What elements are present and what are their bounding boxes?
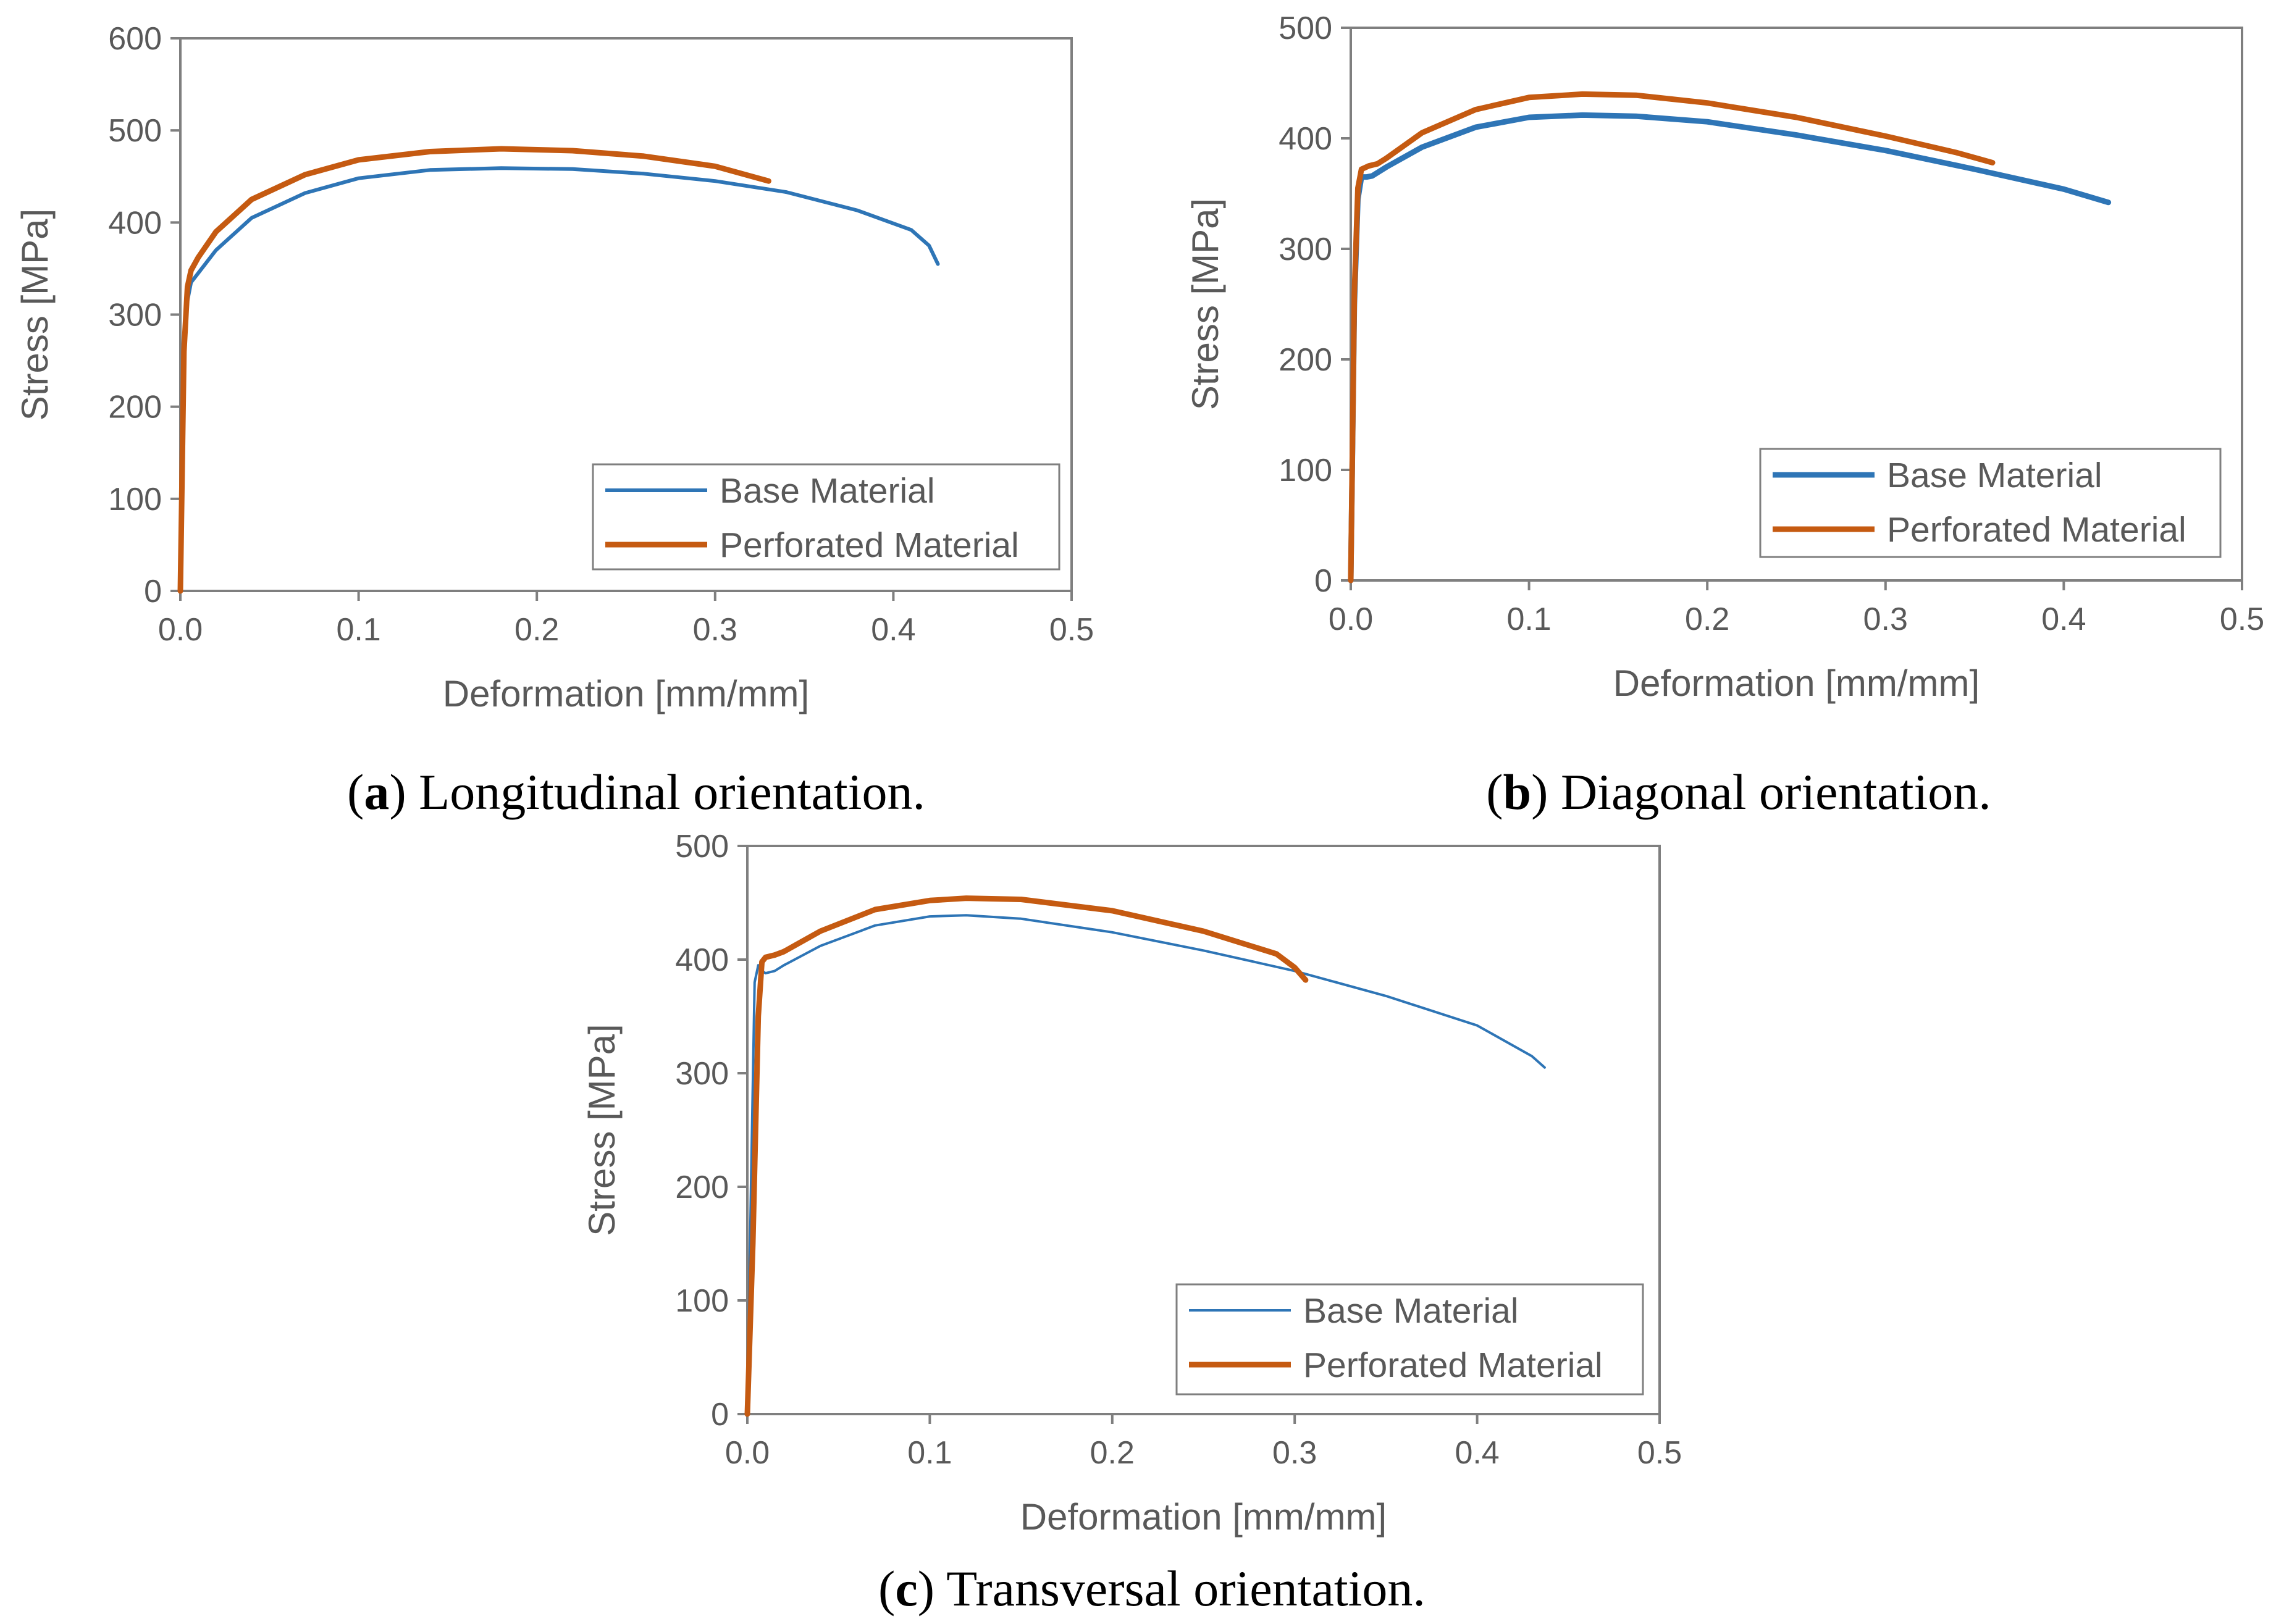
x-tick-label: 0.5 (1049, 612, 1094, 648)
legend-label-perforated-material: Perforated Material (1303, 1346, 1603, 1385)
x-tick-label: 0.4 (2041, 601, 2086, 637)
x-tick-label: 0.1 (336, 612, 380, 648)
y-tick-label: 300 (108, 298, 162, 333)
x-tick-label: 0.1 (907, 1435, 952, 1471)
y-tick-label: 200 (675, 1170, 729, 1205)
y-tick-label: 0 (144, 574, 162, 609)
caption-a-open: ( (347, 764, 364, 820)
legend: Base Material Perforated Material (1175, 1283, 1644, 1396)
y-tick-label: 100 (108, 482, 162, 517)
x-tick-label: 0.3 (1272, 1435, 1317, 1471)
chart-panel-c: 0 100 200 300 400 500 0.0 0.1 0.2 0.3 0.4 0.5 Deform… (581, 829, 1682, 1538)
x-tick-label: 0.2 (514, 612, 559, 648)
legend-box (592, 463, 1060, 571)
legend: Base Material Perforated Material (1759, 448, 2222, 558)
series-line-perforated-material (744, 895, 1309, 1417)
legend-box (1175, 1283, 1644, 1396)
y-axis-title: Stress [MPa] (1185, 198, 1226, 410)
series-line-perforated-material (1348, 91, 1996, 584)
legend-label-base-material: Base Material (720, 471, 935, 511)
caption-b-letter: b (1503, 764, 1532, 820)
x-tick-label: 0.2 (1090, 1435, 1135, 1471)
x-tick-label: 0.4 (1455, 1435, 1499, 1471)
legend-label-perforated-material: Perforated Material (720, 525, 1019, 565)
x-tick-label: 0.0 (158, 612, 203, 648)
legend-box (1759, 448, 2222, 558)
caption-c-open: ( (878, 1560, 895, 1617)
x-tick-label: 0.2 (1685, 601, 1729, 637)
y-axis-title: Stress [MPa] (14, 209, 56, 421)
y-tick-label: 400 (108, 205, 162, 241)
x-axis-title: Deformation [mm/mm] (443, 673, 809, 714)
legend-label-perforated-material: Perforated Material (1887, 510, 2186, 550)
y-tick-label: 0 (711, 1397, 729, 1433)
caption-a-letter: a (364, 764, 389, 820)
x-tick-label: 0.3 (693, 612, 737, 648)
y-tick-label: 100 (1279, 453, 1332, 488)
y-tick-label: 300 (675, 1056, 729, 1092)
legend-label-base-material: Base Material (1887, 456, 2102, 495)
legend: Base Material Perforated Material (592, 463, 1060, 571)
plot-area-frame (746, 845, 1661, 1415)
caption-c-letter: c (895, 1560, 917, 1617)
x-tick-label: 0.5 (1637, 1435, 1682, 1471)
x-tick-label: 0.1 (1506, 601, 1551, 637)
plot-area-frame (1350, 27, 2243, 582)
y-tick-label: 400 (675, 942, 729, 978)
y-tick-label: 0 (1314, 563, 1332, 599)
y-tick-label: 600 (108, 21, 162, 57)
x-tick-label: 0.3 (1863, 601, 1908, 637)
y-axis-title: Stress [MPa] (581, 1024, 623, 1236)
y-tick-label: 200 (108, 390, 162, 425)
caption-b: (b) Diagonal orientation. (1486, 764, 1991, 820)
y-tick-label: 200 (1279, 342, 1332, 378)
y-tick-label: 100 (675, 1283, 729, 1319)
caption-b-text: ) Diagonal orientation. (1531, 764, 1991, 820)
y-tick-label: 500 (675, 829, 729, 864)
x-tick-label: 0.4 (871, 612, 915, 648)
caption-c: (c) Transversal orientation. (878, 1560, 1426, 1617)
caption-b-open: ( (1486, 764, 1503, 820)
y-tick-label: 300 (1279, 232, 1332, 267)
caption-a: (a) Longitudinal orientation. (347, 764, 925, 820)
x-tick-label: 0.5 (2220, 601, 2264, 637)
caption-c-text: ) Transversal orientation. (918, 1560, 1426, 1617)
series-line-perforated-material (177, 146, 771, 594)
chart-panel-a: 0 100 200 300 400 500 600 0.0 0.1 0.2 0.3 0.4 0.5 Def… (14, 21, 1094, 714)
chart-panel-b: 0 100 200 300 400 500 0.0 0.1 0.2 0.3 0.4 0.5 Deform… (1185, 10, 2264, 704)
x-axis-title: Deformation [mm/mm] (1020, 1496, 1387, 1538)
x-tick-label: 0.0 (1329, 601, 1373, 637)
y-tick-label: 500 (108, 113, 162, 149)
caption-a-text: ) Longitudinal orientation. (389, 764, 925, 820)
x-axis-title: Deformation [mm/mm] (1613, 663, 1980, 704)
x-tick-label: 0.0 (725, 1435, 770, 1471)
legend-label-base-material: Base Material (1303, 1291, 1519, 1331)
y-tick-label: 500 (1279, 10, 1332, 46)
y-tick-label: 400 (1279, 121, 1332, 157)
